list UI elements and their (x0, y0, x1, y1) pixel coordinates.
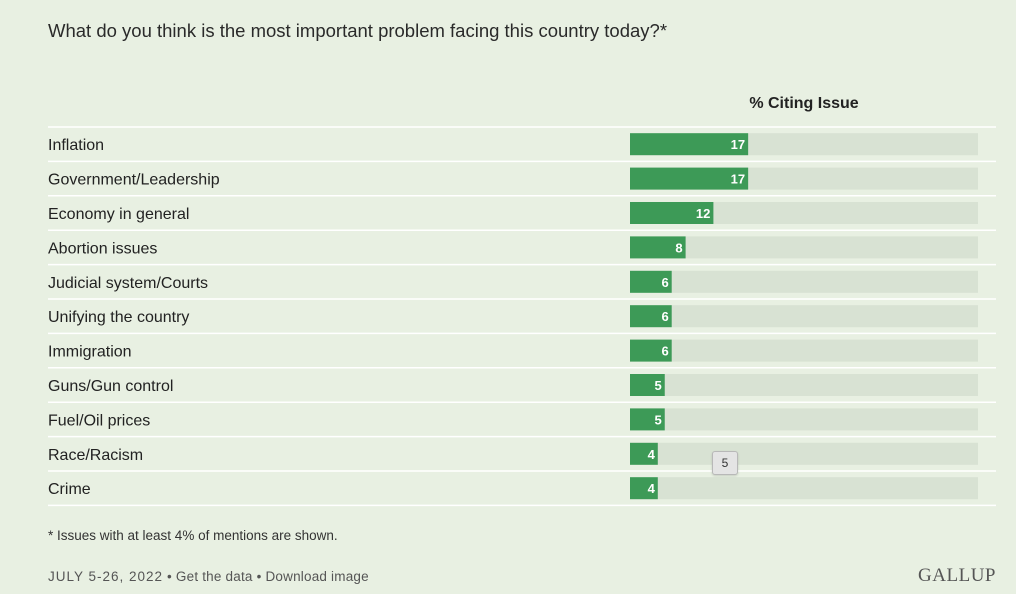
bar-value-label: 8 (675, 240, 682, 255)
get-data-link[interactable]: Get the data (175, 569, 253, 584)
bar[interactable] (630, 442, 658, 465)
bar-track (630, 305, 978, 328)
category-label: Guns/Gun control (48, 378, 173, 395)
bar[interactable] (630, 477, 658, 500)
bar-value-label: 5 (655, 412, 662, 427)
category-label: Abortion issues (48, 240, 157, 257)
value-tooltip: 5 (712, 451, 738, 475)
category-label: Inflation (48, 137, 104, 154)
bar[interactable] (630, 408, 665, 431)
category-label: Government/Leadership (48, 172, 220, 189)
bar-track (630, 270, 978, 293)
category-label: Unifying the country (48, 309, 189, 326)
bar-track (630, 374, 978, 396)
bar[interactable] (630, 339, 672, 362)
separator: • (167, 569, 172, 584)
bar-track (630, 236, 978, 259)
bar-value-label: 6 (661, 344, 668, 359)
category-label: Fuel/Oil prices (48, 412, 150, 429)
bar[interactable] (630, 167, 749, 190)
category-label: Judicial system/Courts (48, 275, 208, 292)
bar-value-label: 17 (731, 172, 745, 187)
category-label: Crime (48, 481, 91, 498)
category-label: Economy in general (48, 206, 189, 223)
footer: JULY 5-26, 2022 • Get the data • Downloa… (48, 569, 369, 584)
bar[interactable] (630, 236, 686, 259)
bar-value-label: 6 (661, 275, 668, 290)
gallup-logo: GALLUP (918, 565, 996, 586)
bar-track (630, 442, 978, 465)
page-edge (1016, 0, 1024, 594)
bar[interactable] (630, 374, 665, 396)
column-header: % Citing Issue (749, 95, 859, 112)
bar[interactable] (630, 305, 672, 328)
bar-track (630, 477, 978, 500)
bar[interactable] (630, 133, 749, 156)
bar-track (630, 202, 978, 224)
category-label: Immigration (48, 344, 132, 361)
bar-value-label: 4 (648, 447, 656, 462)
bar-value-label: 17 (731, 137, 745, 152)
bar-value-label: 12 (696, 206, 710, 221)
bar-value-label: 6 (661, 309, 668, 324)
download-image-link[interactable]: Download image (265, 569, 369, 584)
bar-track (630, 408, 978, 431)
survey-date: JULY 5-26, 2022 (48, 569, 164, 584)
bar[interactable] (630, 270, 672, 293)
bar-value-label: 5 (655, 378, 662, 393)
bar-value-label: 4 (648, 481, 656, 496)
footnote: * Issues with at least 4% of mentions ar… (48, 528, 338, 543)
bar[interactable] (630, 202, 714, 224)
bar-chart: Inflation 17 Government/Leadership 17 Econom… (48, 126, 996, 507)
separator: • (256, 569, 262, 584)
chart-title: What do you think is the most important … (48, 20, 668, 41)
category-label: Race/Racism (48, 447, 143, 464)
bar-track (630, 339, 978, 362)
